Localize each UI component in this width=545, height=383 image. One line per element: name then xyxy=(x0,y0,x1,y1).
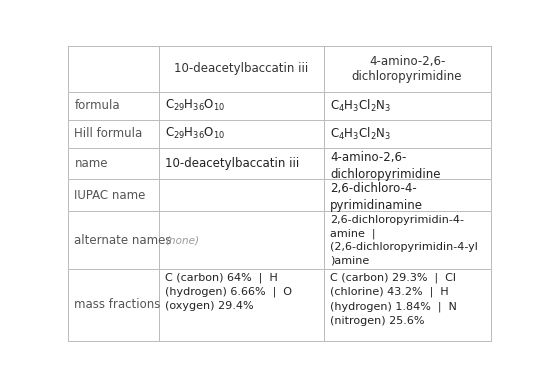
Text: C$_{4}$H$_{3}$Cl$_{2}$N$_{3}$: C$_{4}$H$_{3}$Cl$_{2}$N$_{3}$ xyxy=(330,98,391,114)
Text: name: name xyxy=(75,157,108,170)
Text: C (carbon) 29.3%  |  Cl
(chlorine) 43.2%  |  H
(hydrogen) 1.84%  |  N
(nitrogen): C (carbon) 29.3% | Cl (chlorine) 43.2% |… xyxy=(330,272,457,326)
Text: alternate names: alternate names xyxy=(75,234,172,247)
Text: 2,6-dichloro-4-
pyrimidinamine: 2,6-dichloro-4- pyrimidinamine xyxy=(330,182,423,212)
Text: formula: formula xyxy=(75,99,120,112)
Text: IUPAC name: IUPAC name xyxy=(75,188,146,201)
Text: (none): (none) xyxy=(165,235,199,245)
Text: C (carbon) 64%  |  H
(hydrogen) 6.66%  |  O
(oxygen) 29.4%: C (carbon) 64% | H (hydrogen) 6.66% | O … xyxy=(165,272,292,311)
Text: 4-amino-2,6-
dichloropyrimidine: 4-amino-2,6- dichloropyrimidine xyxy=(330,151,440,181)
Text: C$_{29}$H$_{36}$O$_{10}$: C$_{29}$H$_{36}$O$_{10}$ xyxy=(165,98,225,113)
Text: C$_{4}$H$_{3}$Cl$_{2}$N$_{3}$: C$_{4}$H$_{3}$Cl$_{2}$N$_{3}$ xyxy=(330,126,391,142)
Text: mass fractions: mass fractions xyxy=(75,298,161,311)
Text: 10-deacetylbaccatin iii: 10-deacetylbaccatin iii xyxy=(165,157,300,170)
Text: C$_{29}$H$_{36}$O$_{10}$: C$_{29}$H$_{36}$O$_{10}$ xyxy=(165,126,225,141)
Text: 2,6-dichloropyrimidin-4-
amine  |
(2,6-dichloropyrimidin-4-yl
)amine: 2,6-dichloropyrimidin-4- amine | (2,6-di… xyxy=(330,215,478,265)
Text: 10-deacetylbaccatin iii: 10-deacetylbaccatin iii xyxy=(174,62,308,75)
Text: 4-amino-2,6-
dichloropyrimidine: 4-amino-2,6- dichloropyrimidine xyxy=(352,55,462,83)
Text: Hill formula: Hill formula xyxy=(75,127,143,140)
